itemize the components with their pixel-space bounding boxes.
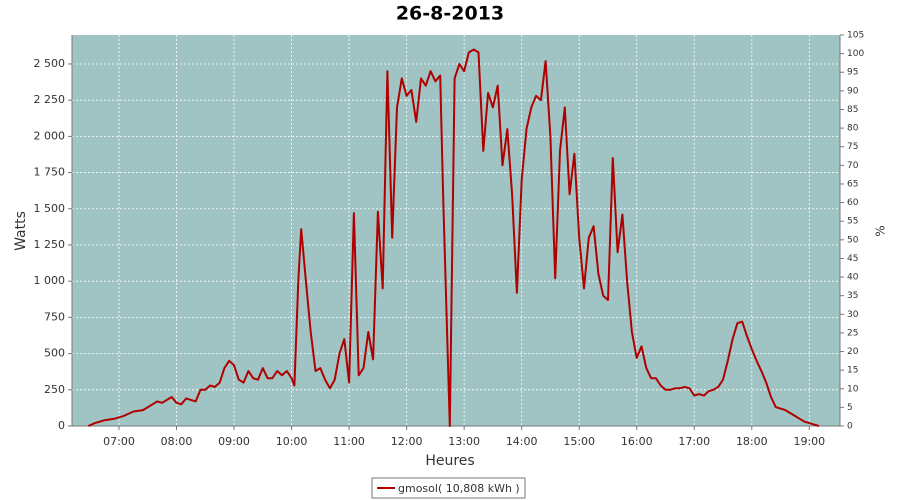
y2-tick-label: 5 <box>847 403 853 413</box>
y2-tick-label: 20 <box>847 347 859 357</box>
x-tick-label: 10:00 <box>276 435 308 448</box>
y2-tick-label: 100 <box>847 49 864 59</box>
y2-tick-label: 0 <box>847 422 853 432</box>
y2-tick-label: 45 <box>847 254 858 264</box>
y2-tick-label: 80 <box>847 124 859 134</box>
y2-tick-label: 15 <box>847 366 858 376</box>
y-tick-label: 2 250 <box>34 93 66 106</box>
chart-title: 26-8-2013 <box>396 3 504 25</box>
x-tick-label: 07:00 <box>103 435 135 448</box>
y2-tick-label: 70 <box>847 161 859 171</box>
y2-tick-label: 90 <box>847 86 859 96</box>
y-tick-label: 750 <box>44 310 65 323</box>
x-tick-label: 08:00 <box>161 435 193 448</box>
y2-tick-label: 55 <box>847 217 858 227</box>
x-tick-label: 11:00 <box>333 435 365 448</box>
x-tick-label: 13:00 <box>448 435 480 448</box>
y2-tick-label: 60 <box>847 198 859 208</box>
x-tick-label: 15:00 <box>563 435 595 448</box>
y-tick-label: 250 <box>44 383 65 396</box>
y2-tick-label: 25 <box>847 328 858 338</box>
x-tick-label: 19:00 <box>793 435 825 448</box>
x-tick-label: 18:00 <box>736 435 768 448</box>
y2-tick-label: 35 <box>847 291 858 301</box>
y-tick-label: 1 000 <box>34 274 66 287</box>
y2-tick-label: 30 <box>847 310 859 320</box>
y2-tick-label: 105 <box>847 31 864 41</box>
y2-tick-label: 65 <box>847 179 858 189</box>
y-tick-label: 2 500 <box>34 57 66 70</box>
plot-area <box>72 35 840 426</box>
y-tick-label: 2 000 <box>34 129 66 142</box>
x-tick-label: 17:00 <box>678 435 710 448</box>
y-tick-label: 0 <box>58 419 65 432</box>
y2-tick-label: 95 <box>847 68 858 78</box>
y-tick-label: 1 750 <box>34 166 66 179</box>
y-tick-label: 500 <box>44 347 65 360</box>
y2-tick-label: 50 <box>847 235 859 245</box>
x-tick-label: 09:00 <box>218 435 250 448</box>
y2-tick-label: 10 <box>847 384 859 394</box>
y-axis-label: Watts <box>13 211 29 251</box>
x-tick-label: 14:00 <box>506 435 538 448</box>
x-tick-label: 12:00 <box>391 435 423 448</box>
legend-box <box>371 477 526 499</box>
y2-tick-label: 40 <box>847 273 859 283</box>
y-tick-label: 1 500 <box>34 202 66 215</box>
y-tick-label: 1 250 <box>34 238 66 251</box>
x-axis-label: Heures <box>425 453 474 469</box>
data-line <box>87 48 820 427</box>
y2-axis-label: % <box>874 225 888 236</box>
x-tick-label: 16:00 <box>621 435 653 448</box>
legend-label: gmosol( 10,808 kWh ) <box>398 482 520 495</box>
y2-tick-label: 85 <box>847 105 858 115</box>
y2-tick-label: 75 <box>847 142 858 152</box>
